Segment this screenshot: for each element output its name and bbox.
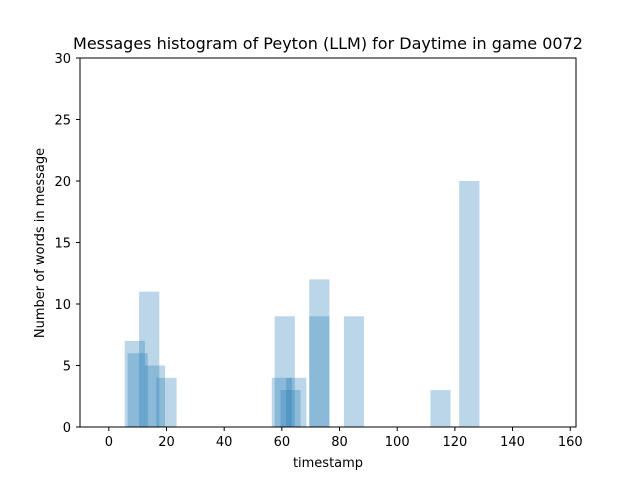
y-axis-label: Number of words in message <box>33 148 48 338</box>
y-tick-label: 10 <box>54 298 71 313</box>
y-tick-label: 20 <box>54 175 71 190</box>
bar-8 <box>286 377 307 427</box>
x-tick-label: 160 <box>558 435 583 450</box>
bar-7 <box>280 390 301 427</box>
x-tick-label: 20 <box>158 435 175 450</box>
x-tick-label: 60 <box>274 435 291 450</box>
y-tick-label: 5 <box>63 360 71 375</box>
bar-6 <box>274 316 295 427</box>
y-axis-ticks: 0 5 10 15 20 25 30 <box>54 52 80 436</box>
x-axis-label: timestamp <box>293 456 363 471</box>
bar-13 <box>459 181 480 427</box>
chart-title: Messages histogram of Peyton (LLM) for D… <box>73 34 583 53</box>
y-tick-label: 30 <box>54 52 71 67</box>
x-tick-label: 120 <box>442 435 467 450</box>
x-tick-label: 0 <box>105 435 113 450</box>
bar-10 <box>309 316 330 427</box>
x-tick-label: 80 <box>331 435 348 450</box>
bar-2 <box>139 291 160 427</box>
bar-11 <box>343 316 365 427</box>
x-axis-ticks: 0 20 40 60 80 100 120 140 160 <box>105 427 583 450</box>
y-tick-label: 0 <box>63 421 71 436</box>
bar-3 <box>144 365 166 427</box>
bar-12 <box>430 390 451 427</box>
bars-layer <box>124 181 480 427</box>
y-tick-label: 15 <box>54 237 71 252</box>
bar-0 <box>124 340 145 427</box>
bar-9 <box>309 279 330 427</box>
bar-5 <box>271 377 292 427</box>
x-tick-label: 40 <box>216 435 233 450</box>
bar-1 <box>127 353 148 427</box>
x-tick-label: 100 <box>385 435 410 450</box>
x-tick-label: 140 <box>500 435 525 450</box>
y-tick-label: 25 <box>54 114 71 129</box>
bar-4 <box>156 377 177 427</box>
